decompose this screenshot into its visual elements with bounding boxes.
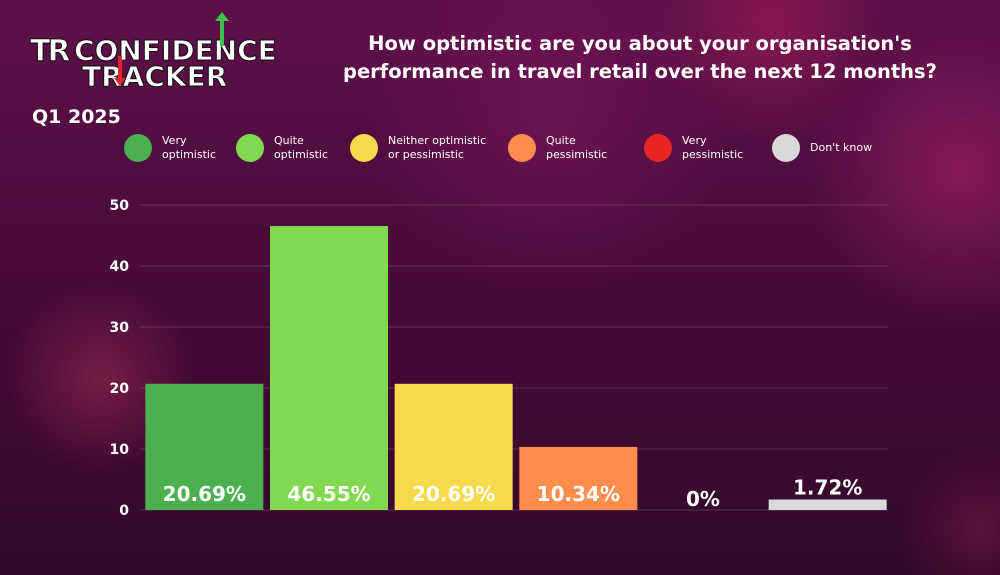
y-tick-label: 50 — [110, 198, 130, 214]
legend-label: Very pessimistic — [682, 134, 744, 161]
legend-label: Very optimistic — [162, 134, 217, 161]
logo-line2: TRACKER — [81, 60, 228, 94]
data-label: 46.55% — [287, 482, 370, 506]
bar — [270, 226, 388, 511]
legend-label: Neither optimistic or pessimistic — [388, 134, 487, 161]
y-tick-label: 0 — [119, 503, 129, 519]
legend-swatch — [124, 134, 152, 162]
legend-item: Neither optimistic or pessimistic — [350, 134, 486, 162]
legend-swatch — [772, 134, 800, 162]
bar — [519, 446, 638, 510]
data-label: 0% — [686, 487, 720, 511]
bar — [145, 383, 264, 510]
period-label: Q1 2025 — [32, 106, 121, 128]
legend-item: Don't know — [772, 134, 872, 162]
data-label: 20.69% — [412, 482, 495, 506]
chart-legend: Very optimistic Quite optimistic Neither o… — [0, 134, 1000, 174]
legend-label: Quite pessimistic — [546, 134, 608, 161]
legend-item: Very pessimistic — [644, 134, 743, 162]
legend-swatch — [350, 134, 378, 162]
confidence-tracker-logo: TR CONFIDENCE TRACKER — [30, 12, 280, 94]
legend-item: Quite optimistic — [236, 134, 328, 162]
data-label: 10.34% — [537, 482, 620, 506]
y-tick-label: 10 — [110, 442, 130, 458]
arrow-up-icon — [215, 12, 229, 46]
bar — [394, 383, 513, 510]
y-tick-label: 40 — [110, 259, 130, 275]
data-label: 1.72% — [793, 476, 862, 500]
chart-question: How optimistic are you about your organi… — [343, 32, 937, 83]
legend-item: Very optimistic — [124, 134, 216, 162]
logo-prefix: TR — [30, 34, 72, 70]
legend-label: Don't know — [810, 141, 873, 154]
bar — [768, 499, 887, 510]
legend-swatch — [644, 134, 672, 162]
y-tick-label: 20 — [110, 381, 130, 397]
legend-swatch — [508, 134, 536, 162]
legend-label: Quite optimistic — [274, 134, 329, 161]
logo-line1: CONFIDENCE — [74, 34, 278, 68]
legend-item: Quite pessimistic — [508, 134, 607, 162]
legend-swatch — [236, 134, 264, 162]
y-tick-label: 30 — [110, 320, 130, 336]
arrow-down-icon — [114, 56, 126, 86]
data-label: 20.69% — [163, 482, 246, 506]
